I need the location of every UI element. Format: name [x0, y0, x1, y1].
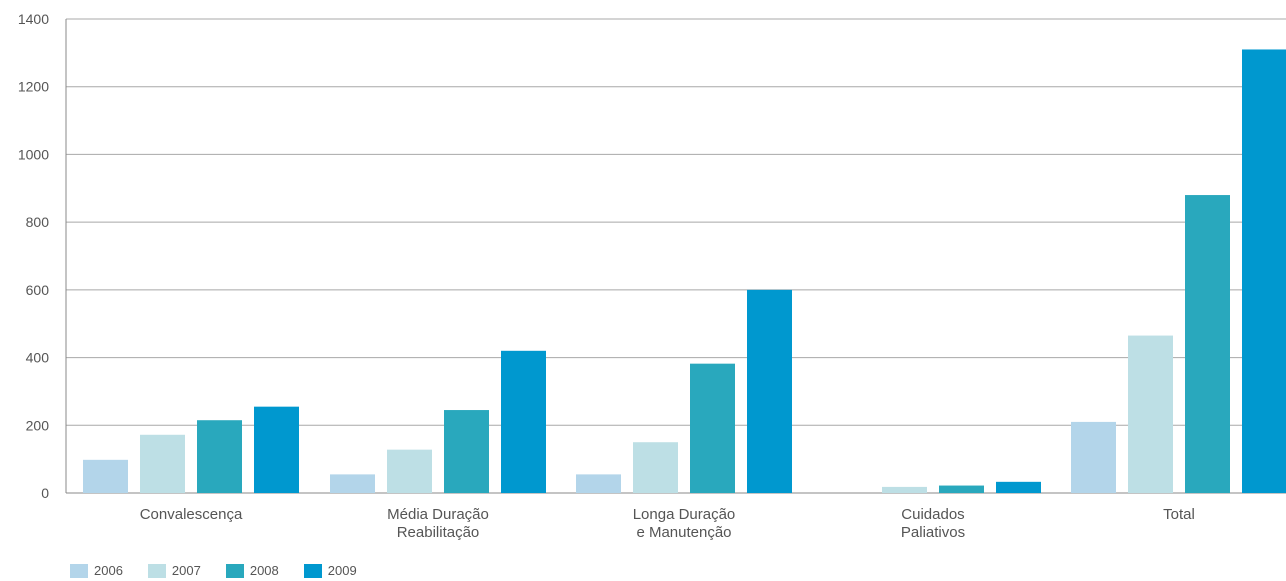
y-tick-label: 1000 — [18, 146, 49, 162]
legend: 2006 2007 2008 2009 — [70, 563, 382, 578]
bar-2009 — [1242, 49, 1286, 493]
category-label: Média Duração Reabilitação — [387, 506, 489, 541]
y-tick-label: 1200 — [18, 79, 49, 95]
y-tick-label: 1400 — [18, 11, 49, 27]
y-tick-label: 200 — [26, 417, 50, 433]
category-label: Longa Duração e Manutenção — [633, 506, 736, 541]
y-axis-ticks: 0 200 400 600 800 1000 1200 1400 — [18, 11, 49, 501]
bar-2009 — [996, 481, 1041, 493]
bar-2007 — [882, 486, 927, 493]
bar-2007 — [1128, 335, 1173, 493]
y-tick-label: 400 — [26, 350, 50, 366]
bar-2009 — [747, 289, 792, 493]
legend-item: 2009 — [303, 563, 357, 578]
y-tick-label: 800 — [26, 214, 50, 230]
bar-2008 — [1185, 195, 1230, 494]
x-axis-labels: Convalescença Média Duração Reabilitação Lo… — [140, 506, 1195, 541]
legend-swatch — [70, 563, 88, 578]
legend-item: 2008 — [225, 563, 279, 578]
legend-swatch — [225, 563, 244, 578]
legend-swatch — [147, 563, 166, 578]
bar-2006 — [576, 474, 621, 493]
bar-2006 — [1071, 421, 1116, 493]
bar-2008 — [197, 420, 242, 493]
bar-2007 — [140, 434, 185, 493]
bar-2008 — [690, 363, 735, 493]
y-tick-label: 0 — [41, 485, 49, 501]
bar-2008 — [444, 410, 489, 493]
category-label: Convalescença — [140, 506, 243, 523]
category-label: Total — [1163, 506, 1195, 523]
legend-label: 2007 — [171, 563, 201, 578]
bar-2009 — [254, 406, 299, 493]
legend-item: 2006 — [70, 563, 123, 578]
category-label: Cuidados Paliativos — [901, 506, 965, 541]
bar-2009 — [501, 350, 546, 493]
y-tick-label: 600 — [26, 282, 50, 298]
bar-2007 — [633, 442, 678, 493]
legend-swatch — [303, 563, 322, 578]
bar-2007 — [387, 449, 432, 493]
bar-2008 — [939, 485, 984, 493]
legend-label: 2009 — [327, 563, 357, 578]
bar-2006 — [330, 474, 375, 493]
legend-label: 2008 — [249, 563, 279, 578]
bars — [83, 49, 1286, 494]
bar-2006 — [83, 459, 128, 493]
legend-item: 2007 — [147, 563, 201, 578]
legend-label: 2006 — [94, 563, 123, 578]
